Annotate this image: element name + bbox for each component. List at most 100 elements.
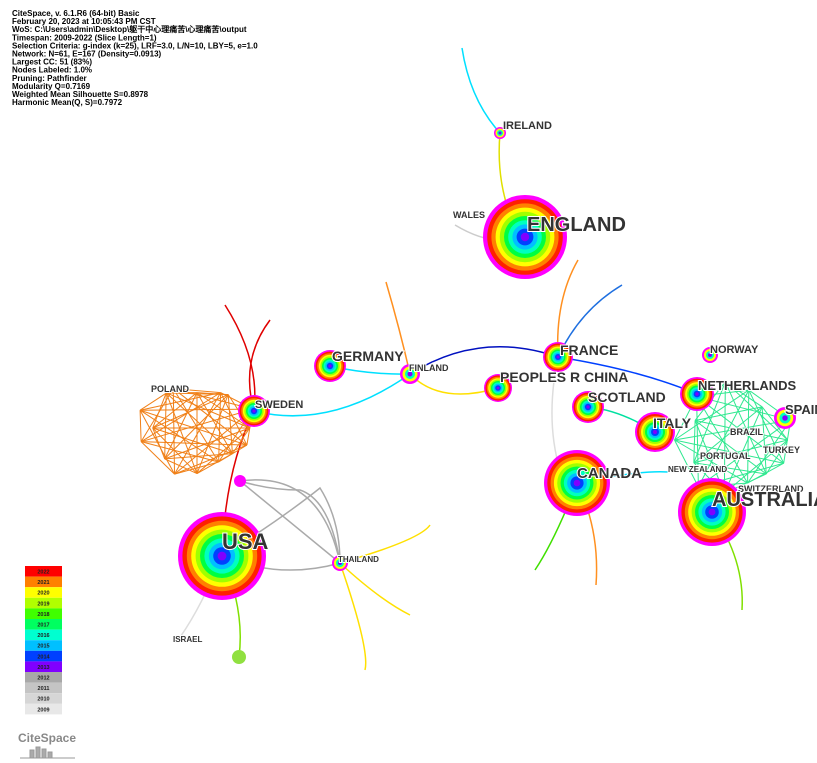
edge (227, 394, 233, 454)
header-line: Weighted Mean Silhouette S=0.8978 (12, 90, 149, 99)
node-ring (556, 355, 560, 359)
edge (140, 441, 219, 463)
edge (174, 392, 222, 475)
edge (239, 479, 341, 564)
node-label: ENGLAND (527, 214, 626, 236)
edge (140, 441, 175, 475)
node-ring (496, 386, 500, 390)
edge (139, 410, 142, 442)
legend-swatch (25, 619, 62, 630)
edge (152, 427, 198, 474)
edge (140, 408, 254, 411)
edges (177, 47, 743, 671)
node-ring (708, 508, 716, 516)
legend-year: 2010 (37, 697, 49, 703)
node-label: BRAZIL (730, 427, 763, 437)
legend-year: 2009 (37, 707, 49, 713)
edge (339, 562, 367, 671)
node-ring (782, 415, 788, 421)
header-line: Network: N=61, E=167 (Density=0.0913) (12, 50, 162, 59)
legend-year: 2013 (37, 665, 49, 671)
node (234, 475, 246, 487)
node-label: IRELAND (503, 120, 552, 132)
node-ring (217, 551, 227, 561)
legend-year: 2017 (37, 623, 49, 629)
header-line: Pruning: Pathfinder (12, 74, 87, 83)
legend-year: 2022 (37, 570, 49, 576)
node-label: NORWAY (710, 344, 759, 356)
header-line: Modularity Q=0.7169 (12, 82, 91, 91)
edge (693, 439, 788, 464)
edge (725, 381, 763, 408)
node-label: SPAIN (785, 402, 817, 417)
legend-swatch (25, 672, 62, 683)
legend-year: 2014 (37, 654, 50, 660)
edge (139, 409, 175, 475)
edge (461, 47, 501, 134)
node-label: PORTUGAL (700, 451, 751, 461)
logo-graphic (20, 746, 75, 759)
edge (674, 419, 791, 441)
node-ring (695, 392, 699, 396)
edge (339, 524, 431, 564)
node-label: NEW ZEALAND (668, 465, 727, 474)
node-label: NETHERLANDS (698, 378, 797, 393)
legend-year: 2018 (37, 612, 49, 618)
legend: 2022 2021 2020 2019 2018 2017 2016 2015 2014 2013… (25, 566, 62, 715)
legend-year: 2015 (37, 644, 49, 650)
edge (139, 392, 221, 411)
edge (139, 388, 174, 411)
edge (723, 406, 763, 494)
node-label: WALES (453, 210, 485, 220)
node-ring (338, 561, 342, 565)
edge (172, 388, 176, 475)
edge (674, 439, 699, 488)
edge (696, 396, 699, 487)
header-line: Selection Criteria: g-index (k=25), LRF=… (12, 41, 258, 50)
edge (140, 392, 221, 443)
node-label: FRANCE (560, 342, 618, 358)
node-label: ITALY (653, 415, 692, 431)
node-ring (328, 364, 332, 368)
edge (695, 406, 763, 421)
edge (152, 394, 229, 429)
edge (196, 392, 250, 429)
node-label: GERMANY (332, 348, 404, 364)
node-label: CANADA (577, 465, 642, 482)
edge (173, 388, 221, 394)
edge (747, 419, 791, 484)
node-label: USA (222, 529, 269, 554)
node-ring (498, 131, 502, 135)
legend-swatch (25, 703, 62, 715)
edge (140, 408, 254, 443)
legend-year: 2020 (37, 591, 49, 597)
legend-swatch (25, 682, 62, 694)
edge (409, 345, 559, 375)
node-label: TURKEY (763, 445, 800, 455)
edge (164, 458, 198, 475)
edge (174, 408, 254, 475)
legend-swatch (25, 608, 62, 619)
node-label: PEOPLES R CHINA (500, 369, 628, 385)
node-ring (586, 405, 590, 409)
header-line: February 20, 2023 at 10:05:43 PM CST (12, 17, 156, 26)
edge (164, 392, 198, 460)
edge (253, 373, 411, 417)
header-line: Timespan: 2009-2022 (Slice Length=1) (12, 33, 157, 42)
node-ring (520, 232, 530, 242)
node-label: THAILAND (338, 555, 379, 564)
legend-year: 2012 (37, 676, 49, 682)
edge (164, 394, 229, 460)
edge (693, 420, 696, 463)
node-label: AUSTRALIA (712, 489, 817, 511)
edge (674, 389, 750, 441)
node-label: POLAND (151, 384, 190, 394)
nodes (178, 127, 796, 664)
edge (196, 394, 229, 474)
legend-swatch (25, 650, 62, 662)
node-ring (708, 353, 712, 357)
header-line: Nodes Labeled: 1.0% (12, 66, 92, 75)
edge (139, 409, 248, 446)
node-label: FINLAND (409, 363, 449, 373)
